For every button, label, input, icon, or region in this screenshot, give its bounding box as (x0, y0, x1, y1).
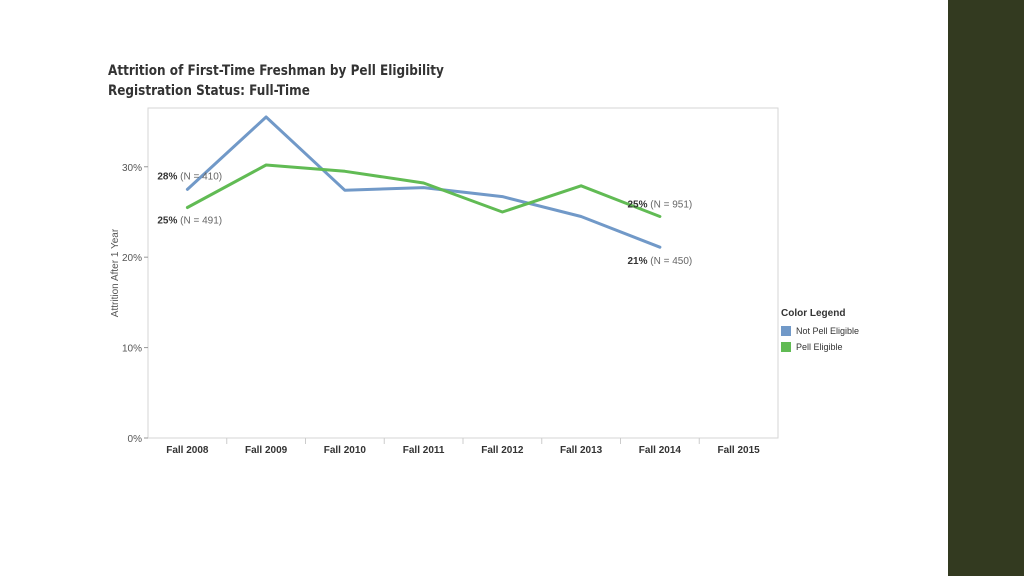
x-tick-label: Fall 2012 (481, 445, 524, 456)
data-label-n: (N = 491) (180, 215, 222, 226)
x-tick-label: Fall 2011 (403, 445, 445, 456)
data-label-n: (N = 951) (650, 199, 692, 210)
y-tick-label: 20% (122, 253, 142, 264)
series-line-not-pell (185, 115, 662, 249)
chart-title-block: Attrition of First-Time Freshman by Pell… (108, 61, 499, 101)
y-tick-label: 10% (122, 344, 142, 355)
data-label: 25% (N = 491) (157, 215, 222, 226)
data-label-n: (N = 450) (650, 256, 692, 267)
data-label: 25% (N = 951) (627, 199, 692, 210)
x-tick-label: Fall 2015 (717, 445, 760, 456)
side-bar (948, 0, 1024, 576)
x-tick-label: Fall 2010 (324, 445, 367, 456)
series-line-pell (185, 163, 662, 218)
data-label: 28% (N = 410) (157, 171, 222, 182)
y-axis-label: Attrition After 1 Year (110, 228, 121, 317)
data-label: 21% (N = 450) (627, 256, 692, 267)
legend-item-pell[interactable]: Pell Eligible (781, 339, 859, 355)
data-label-percent: 25% (157, 215, 180, 226)
y-tick-label: 30% (122, 163, 142, 174)
chart-title: Attrition of First-Time Freshman by Pell… (108, 63, 444, 79)
chart-subtitle: Registration Status: Full-Time (108, 83, 310, 99)
legend-title: Color Legend (781, 308, 846, 319)
x-tick-label: Fall 2009 (245, 445, 288, 456)
y-tick-label: 0% (128, 434, 143, 445)
data-label-percent: 25% (627, 199, 650, 210)
legend-label-not-pell: Not Pell Eligible (796, 326, 860, 336)
plot-frame (147, 107, 779, 439)
data-label-percent: 28% (157, 171, 180, 182)
data-label-n: (N = 410) (180, 171, 222, 182)
x-tick-label: Fall 2014 (639, 445, 682, 456)
color-legend: Color Legend Not Pell Eligible Pell Elig… (781, 308, 859, 355)
data-label-percent: 21% (627, 256, 650, 267)
legend-swatch-pell (781, 342, 791, 352)
x-tick-label: Fall 2008 (166, 445, 209, 456)
legend-item-not-pell[interactable]: Not Pell Eligible (781, 323, 859, 339)
legend-swatch-not-pell (781, 326, 791, 336)
legend-label-pell: Pell Eligible (796, 342, 843, 352)
x-tick-label: Fall 2013 (560, 445, 603, 456)
